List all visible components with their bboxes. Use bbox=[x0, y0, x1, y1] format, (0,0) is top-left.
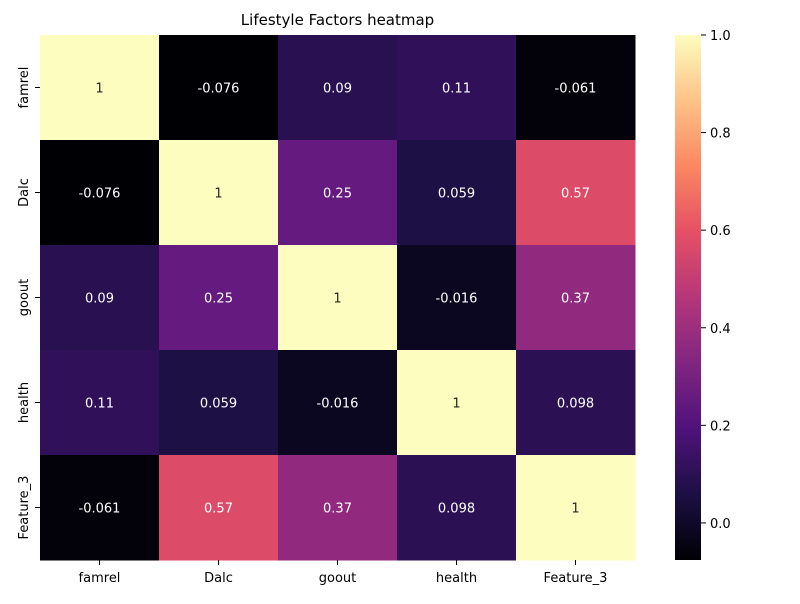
heatmap-cell bbox=[40, 350, 160, 456]
heatmap-cell bbox=[516, 350, 636, 456]
cell-value-label: 0.57 bbox=[204, 502, 233, 517]
heatmap-cell bbox=[516, 245, 636, 351]
heatmap-cell bbox=[397, 245, 517, 351]
heatmap-cell bbox=[397, 350, 517, 456]
cell-value-label: -0.061 bbox=[79, 502, 121, 517]
colorbar-tick-label: 0.0 bbox=[710, 517, 731, 532]
cell-value-label: 0.25 bbox=[204, 292, 233, 307]
heatmap-cells bbox=[40, 35, 636, 561]
colorbar-tick-label: 0.4 bbox=[710, 322, 731, 337]
cell-value-label: -0.061 bbox=[555, 82, 597, 97]
heatmap-cell bbox=[516, 35, 636, 141]
chart-title: Lifestyle Factors heatmap bbox=[240, 11, 435, 29]
heatmap-cell bbox=[40, 455, 160, 561]
heatmap-cell bbox=[40, 245, 160, 351]
heatmap-cell bbox=[278, 350, 398, 456]
cell-value-label: -0.016 bbox=[436, 292, 478, 307]
cell-value-label: 1 bbox=[214, 187, 222, 202]
cell-value-label: 0.098 bbox=[438, 502, 475, 517]
heatmap-cell bbox=[278, 245, 398, 351]
heatmap-cell bbox=[159, 455, 279, 561]
y-tick-label: health bbox=[17, 382, 32, 423]
cell-value-label: 0.059 bbox=[200, 397, 237, 412]
cell-value-label: 0.37 bbox=[323, 502, 352, 517]
y-tick-label: Feature_3 bbox=[17, 476, 32, 540]
x-tick-label: health bbox=[436, 571, 477, 586]
cell-value-label: -0.016 bbox=[317, 397, 359, 412]
heatmap-cell bbox=[397, 455, 517, 561]
heatmap-cell bbox=[159, 140, 279, 246]
cell-value-label: 1 bbox=[452, 397, 460, 412]
x-tick-label: famrel bbox=[79, 571, 121, 586]
colorbar-tick-label: 1.0 bbox=[710, 29, 731, 44]
x-axis: famrel Dalc goout health Feature_3 bbox=[79, 560, 608, 586]
cell-value-label: 1 bbox=[333, 292, 341, 307]
y-tick-label: famrel bbox=[17, 67, 32, 109]
y-tick-label: Dalc bbox=[17, 178, 32, 207]
colorbar-tick-label: 0.8 bbox=[710, 127, 731, 142]
heatmap-cell bbox=[397, 35, 517, 141]
colorbar-tick-label: 0.2 bbox=[710, 419, 731, 434]
y-tick-label: goout bbox=[17, 279, 32, 317]
cell-value-label: 0.25 bbox=[323, 187, 352, 202]
heatmap-cell bbox=[159, 350, 279, 456]
heatmap-cell bbox=[40, 35, 160, 141]
cell-value-label: 0.37 bbox=[561, 292, 590, 307]
x-tick-label: Feature_3 bbox=[544, 571, 608, 586]
cell-value-label: -0.076 bbox=[79, 187, 121, 202]
cell-value-label: 1 bbox=[95, 82, 103, 97]
heatmap-cell bbox=[278, 140, 398, 246]
colorbar-tick-label: 0.6 bbox=[710, 224, 731, 239]
heatmap-cell bbox=[278, 455, 398, 561]
x-tick-label: goout bbox=[319, 571, 357, 586]
heatmap-cell bbox=[397, 140, 517, 246]
cell-value-label: -0.076 bbox=[198, 82, 240, 97]
heatmap-cell bbox=[159, 35, 279, 141]
x-tick-label: Dalc bbox=[204, 571, 233, 586]
cell-value-label: 1 bbox=[571, 502, 579, 517]
cell-value-label: 0.09 bbox=[85, 292, 114, 307]
heatmap-cell bbox=[40, 140, 160, 246]
y-axis: famrel Dalc goout health Feature_3 bbox=[17, 67, 40, 540]
colorbar: 0.0 0.2 0.4 0.6 0.8 1.0 bbox=[675, 29, 731, 560]
colorbar-gradient bbox=[675, 35, 701, 560]
heatmap-cell bbox=[278, 35, 398, 141]
cell-value-label: 0.098 bbox=[557, 397, 594, 412]
heatmap-cell bbox=[516, 140, 636, 246]
heatmap-cell bbox=[159, 245, 279, 351]
cell-value-label: 0.09 bbox=[323, 82, 352, 97]
heatmap-cell-labels: 1 -0.076 0.09 0.11 -0.061 -0.076 1 0.25 0.059 0.5… bbox=[79, 82, 597, 517]
cell-value-label: 0.57 bbox=[561, 187, 590, 202]
cell-value-label: 0.11 bbox=[85, 397, 114, 412]
cell-value-label: 0.11 bbox=[442, 82, 471, 97]
cell-value-label: 0.059 bbox=[438, 187, 475, 202]
heatmap-cell bbox=[516, 455, 636, 561]
